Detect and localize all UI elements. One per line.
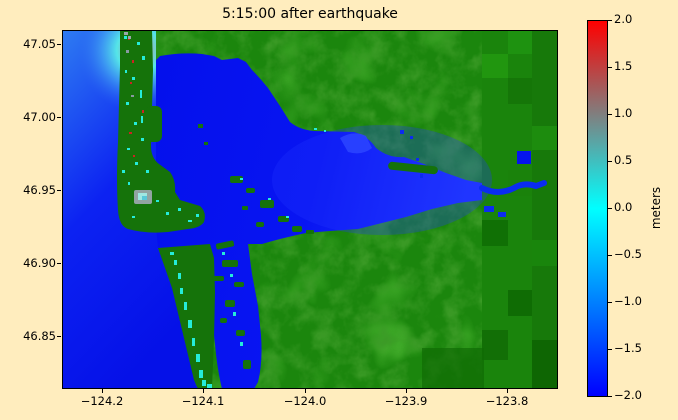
colorbar-tick-label: −2.0	[614, 388, 642, 402]
tick-mark	[57, 263, 61, 265]
islands	[212, 161, 438, 369]
colorbar	[587, 20, 608, 397]
tick-mark	[102, 389, 104, 393]
chart-title: 5:15:00 after earthquake	[222, 6, 398, 22]
inundation-speckles	[122, 36, 326, 388]
tick-mark	[57, 190, 61, 192]
north-spit-land	[117, 30, 208, 233]
x-tick-label: −124.1	[181, 394, 225, 408]
colorbar-tick-label: 2.0	[614, 12, 633, 26]
y-tick-label: 46.85	[23, 329, 56, 343]
tick-mark	[608, 113, 612, 115]
colorbar-tick-label: 1.5	[614, 59, 633, 73]
x-tick-label: −124.0	[283, 394, 327, 408]
colorbar-tick-label: −1.0	[614, 294, 642, 308]
map-heatmap	[62, 30, 558, 389]
gray-shore-patch	[134, 190, 152, 204]
tick-mark	[608, 395, 612, 397]
tick-mark	[608, 301, 612, 303]
colorbar-tick-label: −1.5	[614, 341, 642, 355]
tick-mark	[57, 117, 61, 119]
tick-mark	[507, 389, 509, 393]
tick-mark	[57, 336, 61, 338]
y-tick-label: 46.95	[23, 183, 56, 197]
y-tick-label: 47.05	[23, 37, 56, 51]
x-tick-label: −124.2	[80, 394, 124, 408]
tick-mark	[203, 389, 205, 393]
tick-mark	[57, 44, 61, 46]
coarse-grid-land	[422, 30, 558, 389]
debris-speckles	[124, 32, 144, 157]
colorbar-axis-label: meters	[649, 186, 663, 230]
colorbar-tick-label: −0.5	[614, 247, 642, 261]
colorbar-tick-label: 0.5	[614, 153, 633, 167]
tick-mark	[608, 254, 612, 256]
tick-mark	[305, 389, 307, 393]
south-spit-land	[158, 244, 215, 389]
y-tick-label: 47.00	[23, 110, 56, 124]
y-tick-label: 46.90	[23, 256, 56, 270]
tick-mark	[406, 389, 408, 393]
estuary-water	[156, 53, 547, 389]
x-tick-label: −123.9	[384, 394, 428, 408]
tick-mark	[608, 348, 612, 350]
tick-mark	[608, 66, 612, 68]
river-channel	[479, 180, 547, 195]
colorbar-tick-label: 1.0	[614, 106, 633, 120]
x-tick-label: −123.8	[485, 394, 529, 408]
small-lake	[517, 151, 531, 164]
colorbar-tick-label: 0.0	[614, 200, 633, 214]
tick-mark	[608, 19, 612, 21]
tick-mark	[608, 207, 612, 209]
tick-mark	[608, 160, 612, 162]
